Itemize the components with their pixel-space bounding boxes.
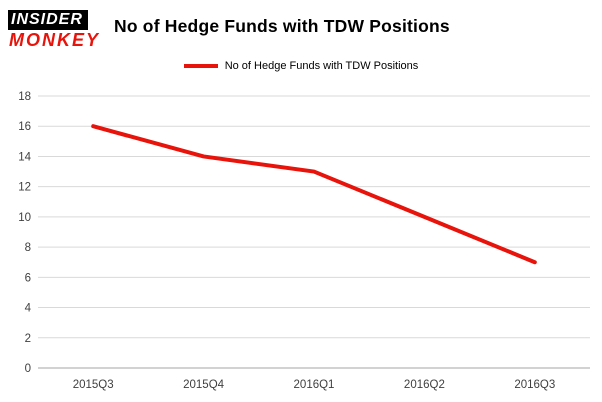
- logo-text-monkey: MONKEY: [9, 30, 101, 50]
- y-tick-label: 12: [18, 182, 31, 194]
- y-tick-label: 2: [25, 333, 31, 345]
- x-tick-label: 2015Q3: [73, 379, 114, 391]
- y-tick-label: 6: [25, 272, 31, 284]
- series-line: [91, 124, 537, 265]
- legend: No of Hedge Funds with TDW Positions: [0, 59, 602, 73]
- legend-line-swatch: [183, 64, 218, 68]
- y-tick-label: 8: [25, 242, 31, 254]
- insider-monkey-logo: INSIDER MONKEY: [8, 10, 100, 49]
- x-tick-label: 2016Q2: [404, 379, 445, 391]
- x-tick-label: 2016Q1: [294, 379, 335, 391]
- y-tick-label: 4: [25, 303, 32, 315]
- x-tick-label: 2015Q4: [183, 379, 225, 391]
- logo-text-insider: INSIDER: [8, 10, 88, 30]
- header: INSIDER MONKEY No of Hedge Funds with TD…: [0, 0, 602, 49]
- y-tick-label: 18: [18, 91, 31, 103]
- y-tick-label: 16: [18, 121, 31, 133]
- x-tick-label: 2016Q3: [514, 379, 555, 391]
- y-tick-label: 0: [25, 363, 31, 375]
- chart-title: No of Hedge Funds with TDW Positions: [114, 16, 450, 36]
- y-tick-label: 14: [18, 151, 31, 163]
- legend-label: No of Hedge Funds with TDW Positions: [224, 60, 419, 72]
- y-tick-label: 10: [18, 212, 31, 224]
- chart-area: 0 2 4 6 8 10 12 14 16 18 2015Q3 2015Q4 2016Q1 2016Q2 2…: [0, 84, 602, 402]
- line-chart-canvas: 0 2 4 6 8 10 12 14 16 18 2015Q3 2015Q4 2016Q1 2016Q2 2…: [18, 91, 590, 391]
